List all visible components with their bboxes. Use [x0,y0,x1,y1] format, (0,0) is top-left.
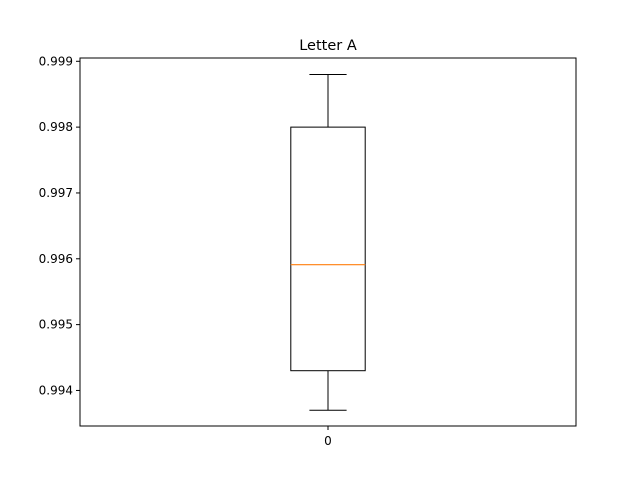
y-tick-label: 0.998 [39,120,73,134]
y-tick-label: 0.996 [39,252,73,266]
chart-title: Letter A [299,38,357,54]
plot-area: 0.994 0.995 0.996 0.997 0.998 0.999 0 [39,54,366,448]
iqr-box [290,126,366,372]
y-tick-label: 0.995 [39,318,73,332]
y-tick-label: 0.997 [39,186,73,200]
axes-frame [79,57,577,427]
x-tick-label: 0 [324,434,332,448]
y-tick-label: 0.999 [39,54,73,68]
y-tick-label: 0.994 [39,383,73,397]
